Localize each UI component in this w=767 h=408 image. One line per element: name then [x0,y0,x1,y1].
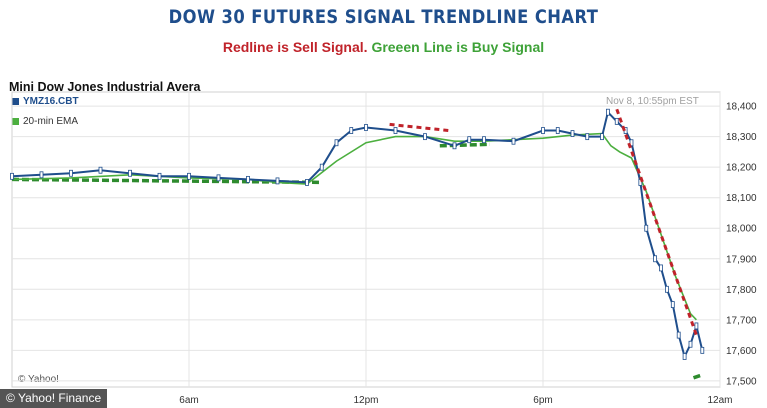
price-candle [128,169,132,177]
y-tick-label: 18,400 [726,102,757,113]
legend-label-price: YMZ16.CBT [23,96,79,107]
price-candle [467,136,472,144]
price-candle [555,127,560,134]
x-tick-label: 12pm [353,395,378,406]
chart-subtitle: Redline is Sell Signal. Greeen Line is B… [0,39,767,55]
y-tick-label: 17,800 [726,285,757,296]
price-candle [688,340,693,348]
y-tick-label: 18,000 [726,224,757,235]
price-candle [216,174,221,182]
price-candle [157,172,162,180]
legend-swatch-ema [12,118,19,125]
price-candle [334,139,339,147]
price-candle [319,163,324,171]
legend-item-ema: 20-min EMA [12,116,78,127]
price-candle [275,177,280,185]
price-candle [39,171,44,179]
price-candle [511,137,516,145]
price-candle [659,264,663,272]
price-candle [676,331,681,339]
price-candle [585,133,590,141]
price-candle [364,124,368,131]
y-tick-label: 17,600 [726,346,757,357]
price-candle [694,322,699,330]
x-tick-label: 6am [179,395,198,406]
price-candle [541,127,545,134]
price-candle [665,285,669,293]
y-tick-label: 18,200 [726,163,757,174]
price-candle [606,108,610,116]
price-candle [653,255,657,263]
x-tick-label: 6pm [533,395,552,406]
price-candle [69,169,73,177]
price-candle [600,133,604,141]
price-candle [644,224,649,232]
legend-label-ema: 20-min EMA [23,116,79,127]
sell-signal-line [615,108,698,336]
buy-signal-line [692,373,703,380]
price-candle [482,136,486,144]
legend-item-price: YMZ16.CBT [12,96,79,107]
price-candle [682,353,687,360]
buy-signal-line [11,177,322,185]
price-candle [393,127,398,134]
buy-signal-line [439,142,490,148]
subtitle-buy-signal: Greeen Line is Buy Signal [371,39,545,55]
price-candle [423,133,427,141]
y-tick-label: 17,700 [726,315,757,326]
y-tick-label: 17,500 [726,376,757,387]
timestamp: Nov 8, 10:55pm EST [606,96,699,107]
y-tick-label: 17,900 [726,254,757,265]
price-candle [700,346,705,354]
source-label: © Yahoo! [18,374,59,385]
x-tick-label: 12am [707,395,732,406]
price-candle [187,172,191,180]
price-candle [570,130,575,137]
y-tick-label: 18,100 [726,193,757,204]
subtitle-sell-signal: Redline is Sell Signal. [222,39,368,55]
price-candle [670,301,675,308]
price-candle [246,175,250,183]
chart-title: DOW 30 FUTURES SIGNAL TRENDLINE CHART [168,6,599,28]
legend-swatch-price [12,98,19,105]
price-candle [452,142,457,150]
price-candle [614,117,619,125]
y-tick-label: 18,300 [726,132,757,143]
footer-credit: © Yahoo! Finance [0,389,108,408]
ema-line [11,132,697,321]
price-candle [305,179,309,186]
price-candle [98,166,103,174]
panel-title: Mini Dow Jones Industrial Avera [9,80,201,94]
price-candle [349,127,354,134]
price-candle [10,172,14,180]
sell-signal-line [389,122,449,132]
